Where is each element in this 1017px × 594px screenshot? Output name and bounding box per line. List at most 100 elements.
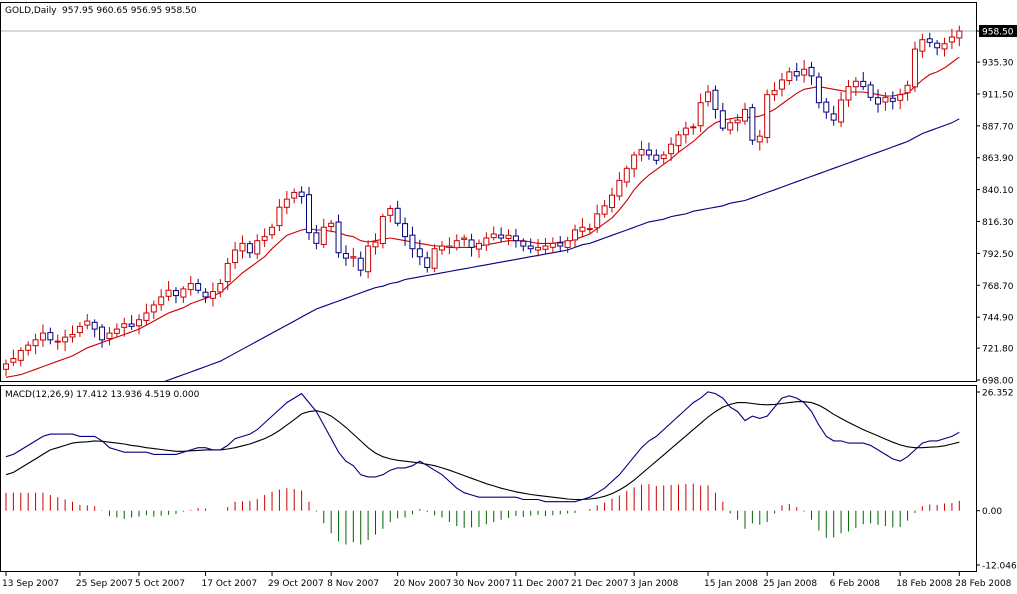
candle xyxy=(690,123,697,135)
ohlc-label: 957.95 960.65 956.95 958.50 xyxy=(62,6,197,16)
candle xyxy=(542,237,549,254)
candle-body xyxy=(653,154,660,161)
candle xyxy=(453,234,460,251)
candle xyxy=(468,233,475,257)
macd-line xyxy=(5,391,960,503)
candle-body xyxy=(498,234,505,239)
candle xyxy=(113,323,120,338)
candle-body xyxy=(919,39,926,52)
macd-tick-label: -12.046 xyxy=(982,562,1017,572)
candle-body xyxy=(675,134,682,147)
candle-body xyxy=(801,68,808,76)
candle-body xyxy=(291,191,298,199)
time-tick-label: 17 Oct 2007 xyxy=(202,579,258,589)
candle-body xyxy=(512,235,519,242)
candle xyxy=(180,286,187,303)
candle-body xyxy=(69,333,76,338)
time-tick-label: 13 Sep 2007 xyxy=(2,579,59,589)
candle xyxy=(143,303,150,326)
time-tick-label: 5 Oct 2007 xyxy=(135,579,185,589)
candle xyxy=(195,278,202,294)
candle xyxy=(830,105,837,126)
candle xyxy=(379,213,386,249)
candle xyxy=(475,239,482,258)
candle xyxy=(660,151,667,164)
macd-tick-label: 26.352 xyxy=(982,389,1014,399)
candle xyxy=(616,172,623,201)
time-tick-label: 3 Jan 2008 xyxy=(630,579,678,589)
candle xyxy=(387,205,394,223)
candles-layer xyxy=(3,25,963,376)
candle-body xyxy=(136,319,143,327)
macd-histogram xyxy=(5,483,960,545)
macd-panel-frame xyxy=(0,385,977,572)
candle xyxy=(586,223,593,234)
candle xyxy=(653,149,660,165)
candle-body xyxy=(17,350,24,361)
candle-body xyxy=(143,312,150,321)
candle xyxy=(734,114,741,132)
candle-body xyxy=(838,99,845,123)
candle xyxy=(786,67,793,85)
candle xyxy=(62,329,69,352)
symbol-label: GOLD,Daily xyxy=(5,6,57,16)
candle xyxy=(128,315,135,330)
candle xyxy=(54,334,61,350)
price-tick-label: 768.70 xyxy=(982,282,1014,292)
candle xyxy=(439,241,446,255)
candle-body xyxy=(749,107,756,141)
candle-body xyxy=(313,232,320,244)
candle xyxy=(483,232,490,252)
candle xyxy=(631,151,638,178)
candle-body xyxy=(365,245,372,273)
candle xyxy=(232,241,239,269)
candle-body xyxy=(217,283,224,293)
candle-body xyxy=(601,205,608,215)
price-tick-label: 744.90 xyxy=(982,314,1014,324)
slow-moving-average-line xyxy=(164,118,960,381)
candle-body xyxy=(608,194,615,208)
candle-body xyxy=(342,253,349,259)
candle-body xyxy=(579,226,586,232)
time-tick-label: 29 Oct 2007 xyxy=(268,579,324,589)
candle-body xyxy=(490,233,497,239)
candle-body xyxy=(10,358,17,363)
candle xyxy=(239,235,246,259)
candle xyxy=(269,223,276,239)
candle xyxy=(801,60,808,83)
candle-body xyxy=(638,149,645,156)
candle-body xyxy=(897,94,904,101)
candle-body xyxy=(483,237,490,246)
candle-body xyxy=(860,80,867,88)
candle xyxy=(808,61,815,85)
macd-panel: MACD(12,26,9) 17.412 13.936 4.519 0.000 xyxy=(0,385,977,572)
time-tick-label: 21 Dec 2007 xyxy=(571,579,629,589)
price-tick-label: 887.70 xyxy=(982,122,1014,132)
candle-body xyxy=(91,321,98,330)
candle xyxy=(172,287,179,304)
candle-body xyxy=(697,102,704,127)
candle xyxy=(867,81,874,101)
price-axis: 958.50 935.30 911.50 887.70 863.90 840.10 816.… xyxy=(976,25,1017,387)
candle xyxy=(668,137,675,161)
candle-body xyxy=(535,246,542,251)
candle-body xyxy=(771,90,778,96)
price-tick-label: 721.80 xyxy=(982,345,1014,355)
candle xyxy=(823,98,830,119)
candle-body xyxy=(631,154,638,170)
time-tick-label: 15 Jan 2008 xyxy=(704,579,758,589)
candle xyxy=(778,72,785,97)
candle-body xyxy=(712,89,719,110)
candle-body xyxy=(439,245,446,251)
candle xyxy=(934,40,941,56)
candle-body xyxy=(76,325,83,334)
price-panel-frame xyxy=(0,2,977,382)
price-tick-label: 840.10 xyxy=(982,186,1014,196)
candle-body xyxy=(3,363,9,370)
candle xyxy=(875,89,882,113)
candle xyxy=(246,240,253,259)
candle xyxy=(320,218,327,248)
candle xyxy=(638,140,645,162)
candle-body xyxy=(520,240,527,247)
candle-body xyxy=(734,119,741,124)
